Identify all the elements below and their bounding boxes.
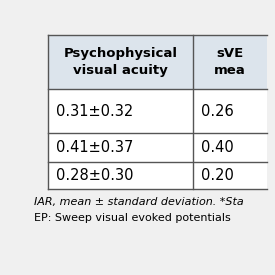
Text: 0.28±0.30: 0.28±0.30 xyxy=(56,168,134,183)
Text: Psychophysical
visual acuity: Psychophysical visual acuity xyxy=(64,47,178,77)
Text: sVE
mea: sVE mea xyxy=(214,47,246,77)
Text: 0.40: 0.40 xyxy=(201,140,234,155)
Text: 0.31±0.32: 0.31±0.32 xyxy=(56,104,133,119)
Text: EP: Sweep visual evoked potentials: EP: Sweep visual evoked potentials xyxy=(34,213,231,223)
Text: IAR, mean ± standard deviation. *Sta: IAR, mean ± standard deviation. *Sta xyxy=(34,197,244,207)
Text: 0.20: 0.20 xyxy=(201,168,234,183)
Bar xyxy=(48,35,267,189)
Bar xyxy=(48,35,267,89)
Text: 0.41±0.37: 0.41±0.37 xyxy=(56,140,133,155)
Text: 0.26: 0.26 xyxy=(201,104,234,119)
